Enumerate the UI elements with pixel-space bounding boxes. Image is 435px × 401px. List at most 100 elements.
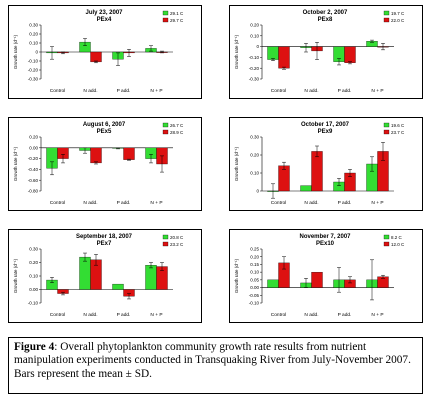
bar xyxy=(311,151,323,192)
chart-frame xyxy=(8,229,202,323)
y-tick-label: -0.20 xyxy=(249,66,260,71)
legend-swatch xyxy=(162,241,169,247)
figure-caption-text: : Overall phytoplankton community growth… xyxy=(14,341,411,380)
chart-panel-october-17: October 17, 2007 PEx9 19.6 C 23.7 C 0 0.10 0.2… xyxy=(229,117,423,211)
x-tick-label: N + P xyxy=(371,312,383,318)
y-tick-label: -0.05 xyxy=(249,293,260,298)
y-axis-label: Growth rate (d⁻¹) xyxy=(13,258,18,293)
y-tick-label: -0.40 xyxy=(28,167,39,172)
bar xyxy=(112,283,124,290)
y-axis-label: Growth rate (d⁻¹) xyxy=(234,34,239,69)
y-tick-label: -0.30 xyxy=(249,77,260,82)
chart-subtitle: PEx8 xyxy=(318,17,333,23)
y-tick-label: -0.10 xyxy=(28,301,39,306)
legend-label: 19.7 C xyxy=(391,11,405,16)
y-tick-label: -0.20 xyxy=(28,156,39,161)
chart-frame xyxy=(229,5,423,99)
y-tick-label: -0.10 xyxy=(249,55,260,60)
legend-label: 28.9 C xyxy=(170,130,184,135)
x-tick-label: N + P xyxy=(371,200,383,206)
x-tick-label: Control xyxy=(271,200,286,206)
x-tick-label: N add. xyxy=(304,88,318,94)
y-tick-label: 0.20 xyxy=(29,135,38,140)
legend-swatch xyxy=(162,234,169,240)
y-tick-label: 0.25 xyxy=(250,247,259,252)
y-tick-label: 0.20 xyxy=(29,32,38,37)
x-tick-label: N + P xyxy=(150,88,162,94)
legend-swatch xyxy=(383,17,390,23)
chart-title: October 2, 2007 xyxy=(303,10,348,16)
legend-swatch xyxy=(383,129,390,135)
chart-panel-july-23: July 23, 2007 PEx4 29.1 C 29.7 C -0.30 -0.20 -… xyxy=(8,5,202,99)
legend-label: 22.0 C xyxy=(391,18,405,23)
y-tick-label: 0 xyxy=(256,189,259,194)
chart-subtitle: PEx5 xyxy=(97,129,112,135)
x-tick-label: P add. xyxy=(117,88,131,94)
bar xyxy=(311,271,323,288)
chart-title: September 18, 2007 xyxy=(76,234,133,240)
x-tick-label: Control xyxy=(50,200,65,206)
chart-title: October 17, 2007 xyxy=(301,122,350,128)
y-tick-label: 0.30 xyxy=(250,135,259,140)
y-axis-label: Growth rate (d⁻¹) xyxy=(13,34,18,69)
y-tick-label: 0.10 xyxy=(29,41,38,46)
chart-panel-october-2: October 2, 2007 PEx8 19.7 C 22.0 C -0.30 -0.2… xyxy=(229,5,423,99)
bar xyxy=(344,46,356,63)
legend-swatch xyxy=(162,129,169,135)
legend-swatch xyxy=(383,122,390,128)
legend-swatch xyxy=(383,10,390,16)
x-tick-label: N add. xyxy=(304,312,318,318)
y-axis-label: Growth rate (d⁻¹) xyxy=(234,146,239,181)
x-tick-label: N add. xyxy=(83,312,97,318)
bar xyxy=(79,256,91,290)
legend-swatch xyxy=(383,234,390,240)
chart-subtitle: PEx7 xyxy=(97,241,112,247)
legend-swatch xyxy=(383,241,390,247)
y-tick-label: 0.10 xyxy=(250,270,259,275)
y-axis-label: Growth rate (d⁻¹) xyxy=(13,146,18,181)
chart-panel-november-7: November 7, 2007 PEx10 8.2 C 12.0 C -0.10 -0.… xyxy=(229,229,423,323)
y-tick-label: 0.10 xyxy=(29,274,38,279)
y-tick-label: -0.10 xyxy=(249,301,260,306)
chart-title: July 23, 2007 xyxy=(85,10,123,16)
x-tick-label: N + P xyxy=(150,200,162,206)
chart-frame xyxy=(229,117,423,211)
y-tick-label: 0 xyxy=(256,44,259,49)
chart-frame xyxy=(8,117,202,211)
legend-label: 23.2 C xyxy=(170,242,184,247)
legend-label: 19.6 C xyxy=(391,123,405,128)
x-tick-label: N + P xyxy=(371,88,383,94)
chart-panel-august-6: August 6, 2007 PEx5 26.7 C 28.9 C -0.80 -0.60… xyxy=(8,117,202,211)
bar xyxy=(123,147,135,160)
legend-label: 20.8 C xyxy=(170,235,184,240)
bar xyxy=(278,46,290,69)
bar xyxy=(267,46,279,60)
x-tick-label: Control xyxy=(271,88,286,94)
y-axis-label: Growth rate (d⁻¹) xyxy=(234,258,239,293)
bar xyxy=(145,265,157,290)
x-tick-label: P add. xyxy=(338,88,352,94)
legend-label: 23.7 C xyxy=(391,130,405,135)
legend-label: 12.0 C xyxy=(391,242,405,247)
legend-label: 29.1 C xyxy=(170,11,184,16)
y-tick-label: 0.10 xyxy=(250,171,259,176)
y-tick-label: 0.20 xyxy=(250,254,259,259)
chart-panel-september-18: September 18, 2007 PEx7 20.8 C 23.2 C -0.10 0… xyxy=(8,229,202,323)
bar xyxy=(90,147,102,164)
y-tick-label: 0.00 xyxy=(250,285,259,290)
legend-label: 8.2 C xyxy=(391,235,403,240)
chart-subtitle: PEx9 xyxy=(318,129,333,135)
y-tick-label: -0.80 xyxy=(28,189,39,194)
figure-caption-label: Figure 4 xyxy=(14,341,55,353)
y-tick-label: 0.30 xyxy=(29,247,38,252)
legend-label: 26.7 C xyxy=(170,123,184,128)
y-tick-label: -0.10 xyxy=(28,59,39,64)
y-tick-label: -0.20 xyxy=(28,68,39,73)
figure-caption: Figure 4: Overall phytoplankton communit… xyxy=(8,337,423,394)
y-tick-label: 0.05 xyxy=(250,277,259,282)
